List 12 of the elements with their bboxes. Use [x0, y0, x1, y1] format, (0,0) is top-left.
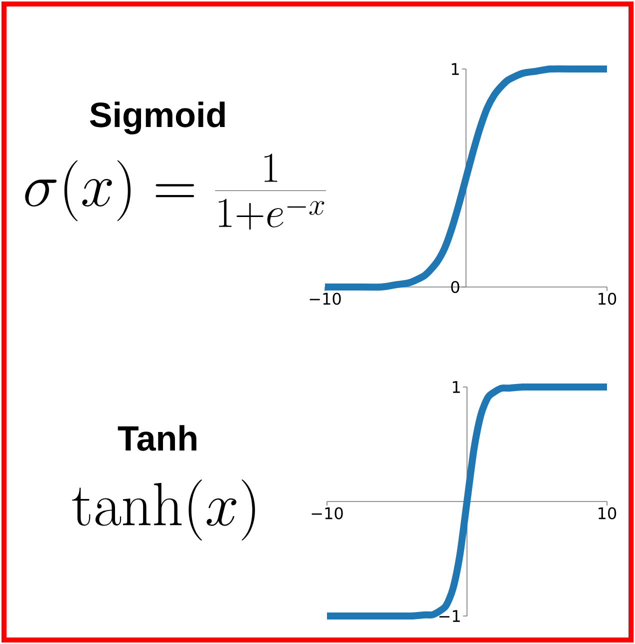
text: $\tanh(x)$ — [72, 480, 255, 540]
x-tick-label: −10 — [312, 507, 343, 520]
text: Sigmoid — [90, 102, 225, 134]
text: $\sigma(x) = \frac{1}{1+e^{-x}}$ — [25, 154, 326, 230]
x-tick-label: 10 — [598, 507, 616, 520]
text: Tanh — [118, 425, 196, 451]
x-tick-label: −10 — [310, 292, 341, 305]
y-tick-label: 0 — [451, 280, 460, 294]
x-tick-label: 10 — [598, 292, 616, 305]
y-tick-label: −1 — [439, 610, 460, 622]
y-tick-label: 1 — [452, 381, 460, 393]
y-tick-label: 1 — [452, 63, 459, 75]
